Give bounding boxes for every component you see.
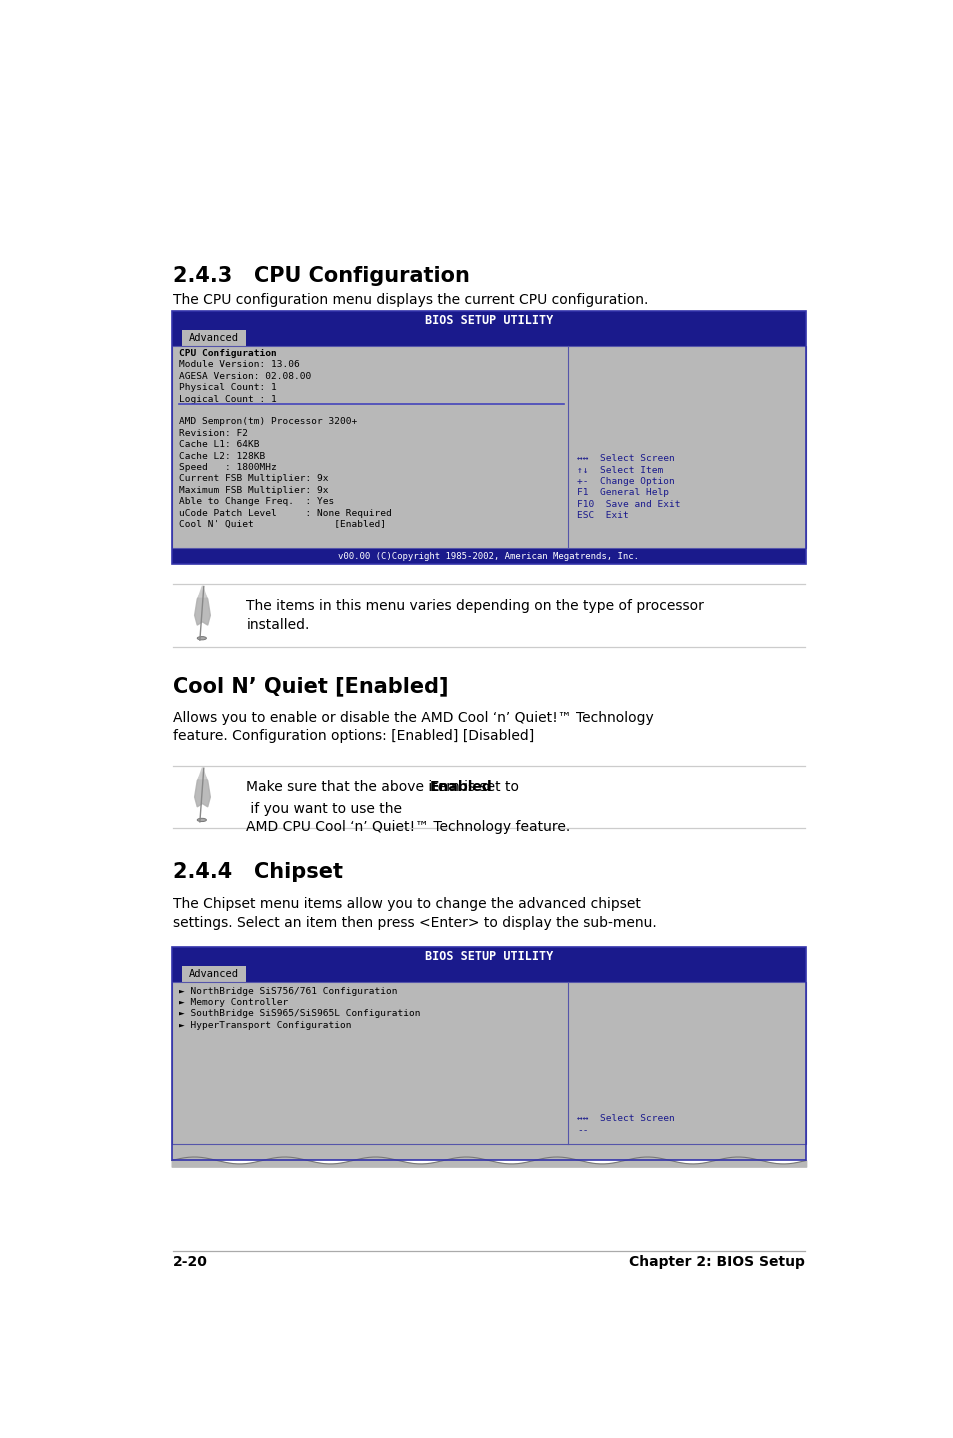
Bar [172, 345, 805, 548]
Text: ESC  Exit: ESC Exit [577, 512, 629, 521]
Text: Cache L2: 128KB: Cache L2: 128KB [179, 452, 265, 460]
Text: Cache L1: 64KB: Cache L1: 64KB [179, 440, 259, 449]
Bar [172, 1143, 805, 1160]
Bar [172, 311, 805, 329]
Bar [182, 966, 245, 982]
Text: Revision: F2: Revision: F2 [179, 429, 248, 437]
Text: F1  General Help: F1 General Help [577, 489, 669, 498]
Text: BIOS SETUP UTILITY: BIOS SETUP UTILITY [424, 313, 553, 326]
Text: Chapter 2: BIOS Setup: Chapter 2: BIOS Setup [628, 1255, 803, 1270]
Text: Cool N' Quiet              [Enabled]: Cool N' Quiet [Enabled] [179, 521, 386, 529]
Bar [172, 966, 805, 982]
Text: Current FSB Multiplier: 9x: Current FSB Multiplier: 9x [179, 475, 329, 483]
Text: if you want to use the
AMD CPU Cool ‘n’ Quiet!™ Technology feature.: if you want to use the AMD CPU Cool ‘n’ … [246, 802, 570, 834]
Text: Cool N’ Quiet [Enabled]: Cool N’ Quiet [Enabled] [173, 676, 448, 696]
Text: Maximum FSB Multiplier: 9x: Maximum FSB Multiplier: 9x [179, 486, 329, 495]
Text: --: -- [577, 1126, 588, 1135]
Text: 2-20: 2-20 [173, 1255, 208, 1270]
Text: Logical Count : 1: Logical Count : 1 [179, 394, 276, 404]
Text: ► SouthBridge SiS965/SiS965L Configuration: ► SouthBridge SiS965/SiS965L Configurati… [179, 1009, 420, 1018]
Ellipse shape [197, 818, 206, 821]
Bar [172, 948, 805, 966]
Text: v00.00 (C)Copyright 1985-2002, American Megatrends, Inc.: v00.00 (C)Copyright 1985-2002, American … [338, 552, 639, 561]
Polygon shape [198, 585, 206, 597]
Text: AMD Sempron(tm) Processor 3200+: AMD Sempron(tm) Processor 3200+ [179, 417, 357, 427]
Text: CPU Configuration: CPU Configuration [179, 349, 276, 358]
Text: uCode Patch Level     : None Required: uCode Patch Level : None Required [179, 509, 392, 518]
Bar [172, 982, 805, 1143]
Text: +-  Change Option: +- Change Option [577, 477, 675, 486]
Text: ► NorthBridge SiS756/761 Configuration: ► NorthBridge SiS756/761 Configuration [179, 986, 397, 995]
Polygon shape [198, 768, 206, 779]
Text: ► Memory Controller: ► Memory Controller [179, 998, 289, 1007]
Bar [172, 345, 805, 548]
Text: Allows you to enable or disable the AMD Cool ‘n’ Quiet!™ Technology
feature. Con: Allows you to enable or disable the AMD … [173, 710, 654, 743]
Text: Physical Count: 1: Physical Count: 1 [179, 383, 276, 393]
Ellipse shape [197, 637, 206, 640]
Bar [172, 948, 805, 1160]
Text: The CPU configuration menu displays the current CPU configuration.: The CPU configuration menu displays the … [173, 293, 648, 308]
Text: BIOS SETUP UTILITY: BIOS SETUP UTILITY [424, 951, 553, 963]
Text: AGESA Version: 02.08.00: AGESA Version: 02.08.00 [179, 372, 312, 381]
Text: 2.4.4   Chipset: 2.4.4 Chipset [173, 863, 343, 883]
Bar [172, 311, 805, 565]
Text: The Chipset menu items allow you to change the advanced chipset
settings. Select: The Chipset menu items allow you to chan… [173, 897, 657, 929]
Text: The items in this menu varies depending on the type of processor
installed.: The items in this menu varies depending … [246, 600, 703, 631]
Polygon shape [194, 591, 210, 626]
Bar [172, 548, 805, 565]
Bar [182, 329, 245, 345]
Text: Advanced: Advanced [189, 969, 239, 979]
Text: Module Version: 13.06: Module Version: 13.06 [179, 361, 300, 370]
Bar [172, 329, 805, 345]
Text: Able to Change Freq.  : Yes: Able to Change Freq. : Yes [179, 498, 335, 506]
Text: F10  Save and Exit: F10 Save and Exit [577, 500, 680, 509]
Text: ↔↔  Select Screen: ↔↔ Select Screen [577, 454, 675, 463]
Text: Enabled: Enabled [429, 779, 492, 794]
Text: ► HyperTransport Configuration: ► HyperTransport Configuration [179, 1021, 352, 1030]
Text: ↑↓  Select Item: ↑↓ Select Item [577, 466, 663, 475]
Text: Make sure that the above item is set to: Make sure that the above item is set to [246, 779, 523, 794]
Bar [172, 982, 805, 1143]
Text: 2.4.3   CPU Configuration: 2.4.3 CPU Configuration [173, 266, 470, 286]
Polygon shape [194, 772, 210, 807]
Text: Advanced: Advanced [189, 332, 239, 342]
Text: ↔↔  Select Screen: ↔↔ Select Screen [577, 1114, 675, 1123]
Text: Speed   : 1800MHz: Speed : 1800MHz [179, 463, 276, 472]
